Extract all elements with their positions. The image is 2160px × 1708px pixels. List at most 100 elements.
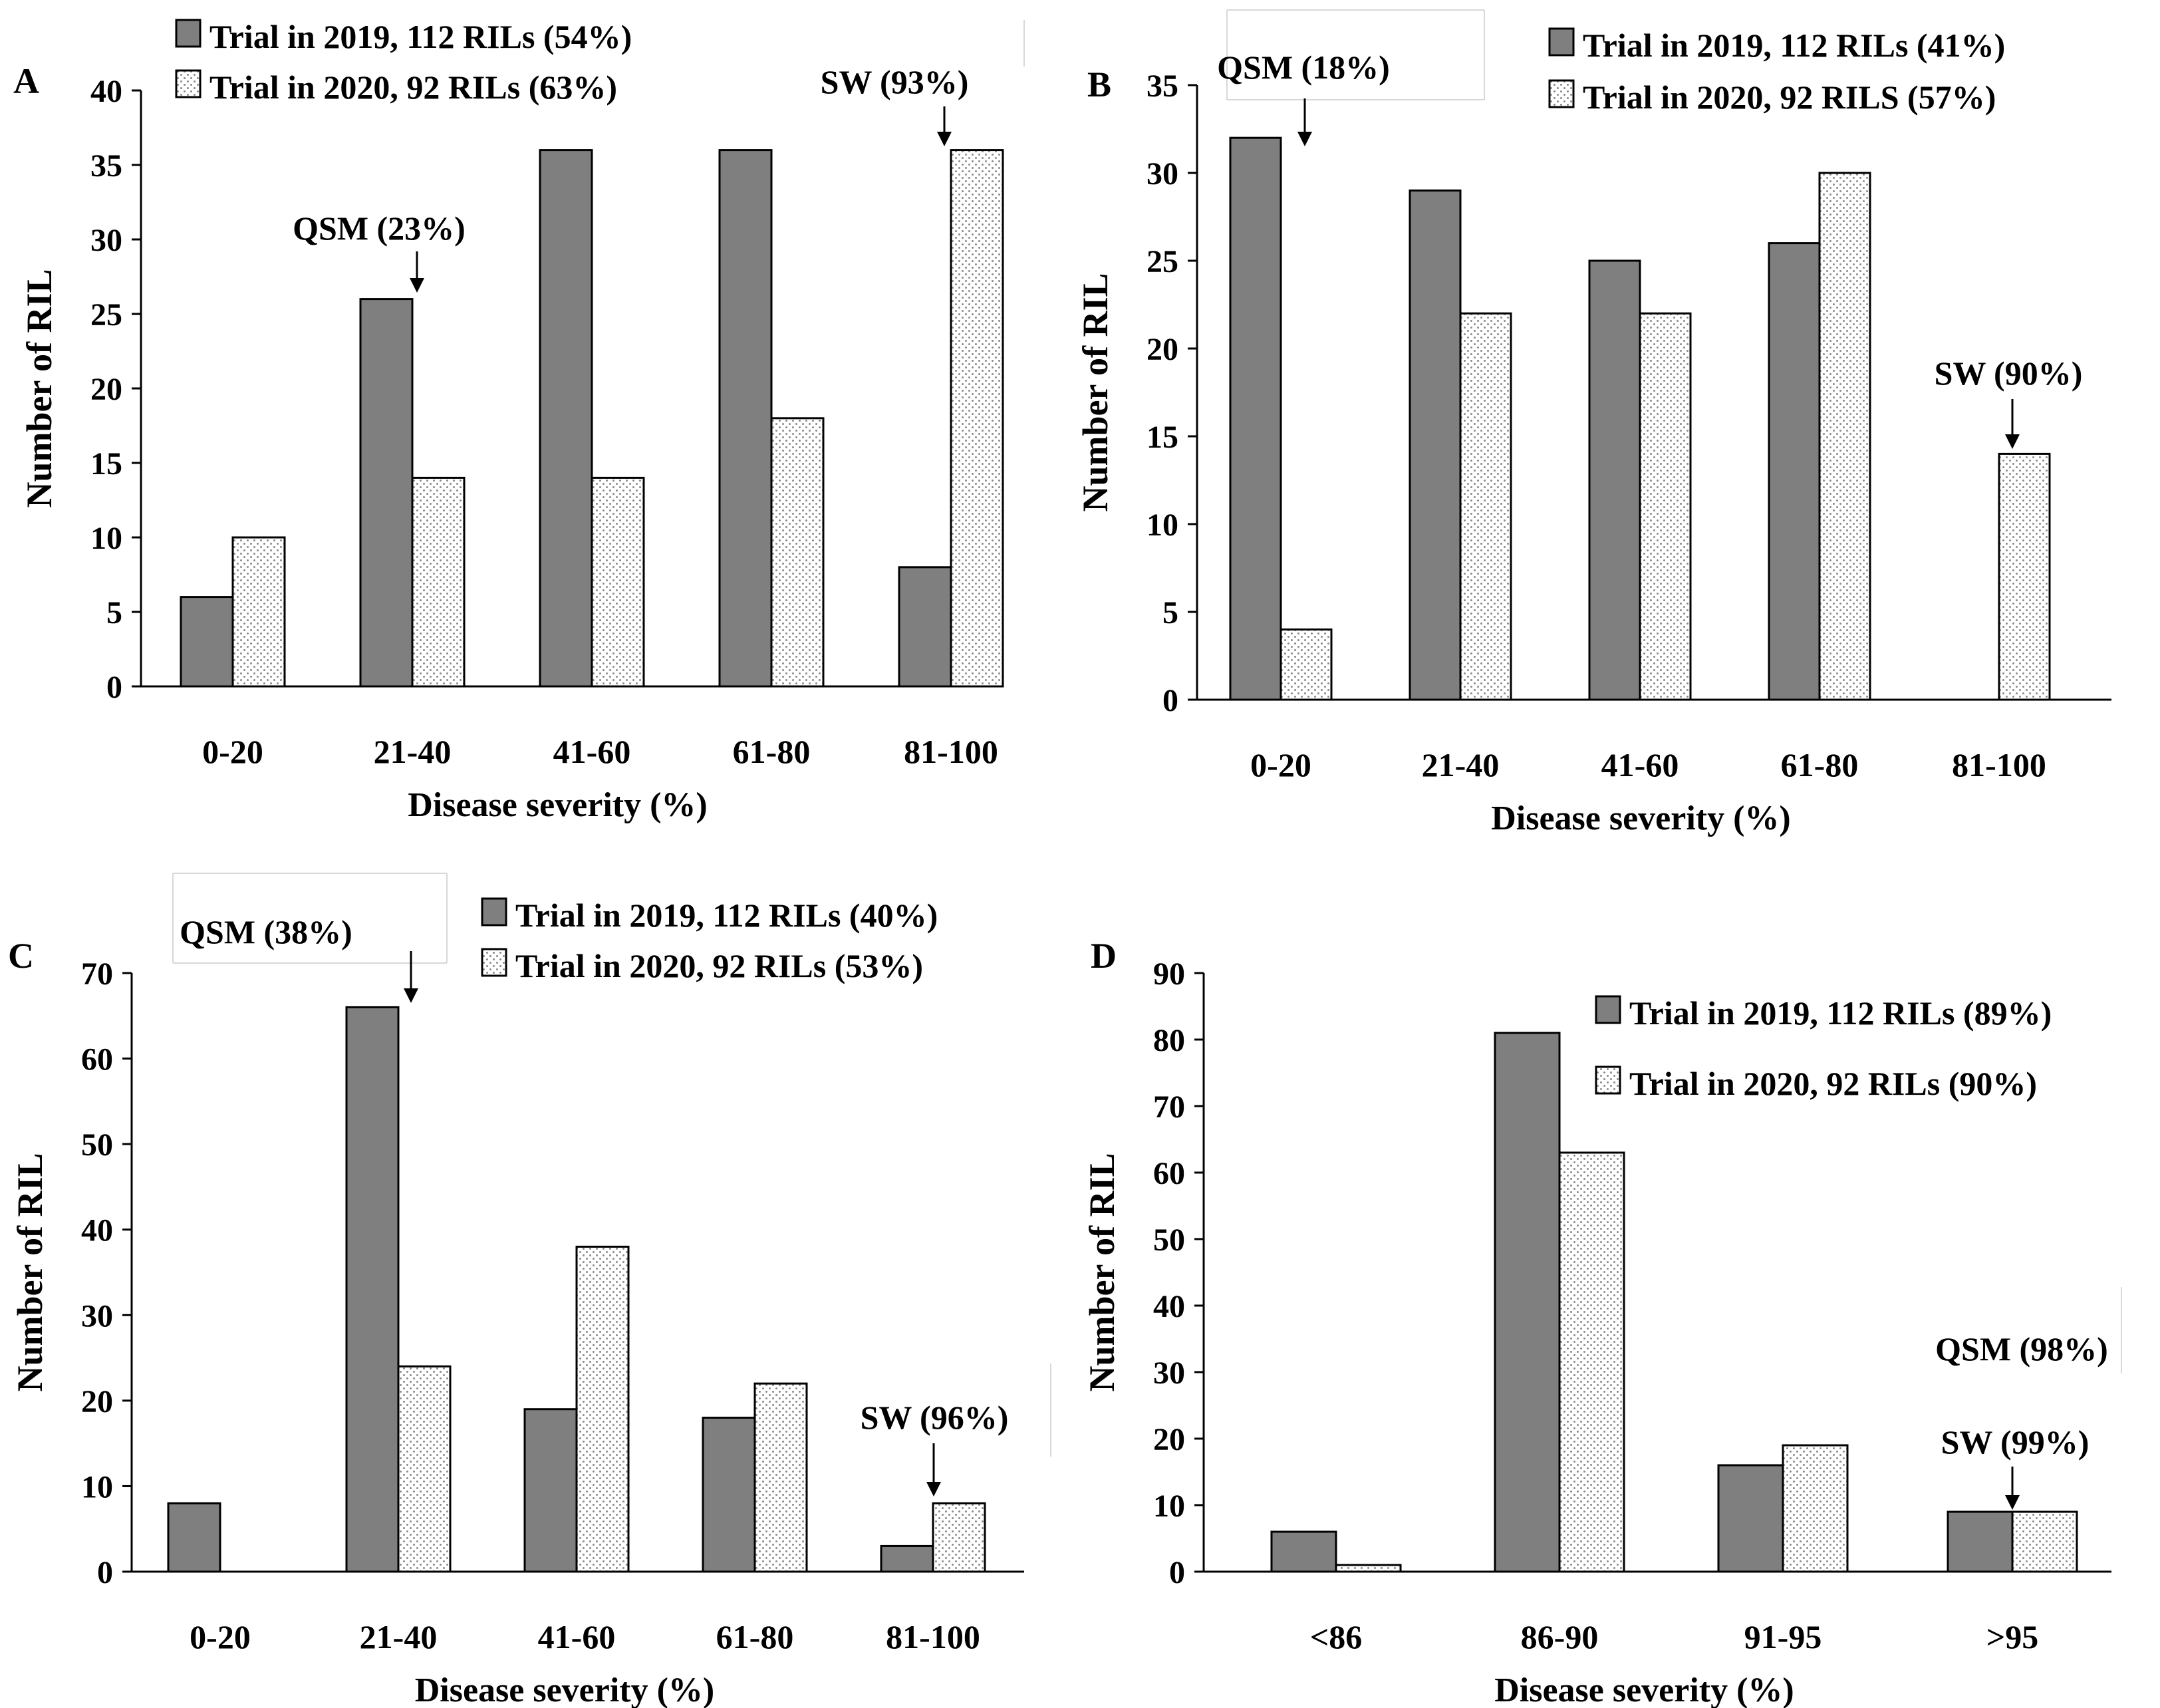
bar-2019-0-20	[1229, 136, 1282, 701]
annotation-label: QSM (38%)	[180, 913, 352, 950]
annotation-arrow-head	[926, 1482, 941, 1496]
x-tick-label: 0-20	[190, 1618, 251, 1655]
x-tick-label: 21-40	[374, 733, 452, 770]
bar-2019-41-60	[539, 149, 593, 688]
bar-2019-81-100	[898, 566, 952, 688]
bar-2020-81-100	[1998, 452, 2051, 701]
legend-label-2020: Trial in 2020, 92 RILs (90%)	[1629, 1065, 2037, 1102]
bar-2019-0-20	[180, 596, 234, 688]
annotation-arrow-head	[2005, 1495, 2020, 1510]
y-tick-label: 50	[81, 1127, 113, 1163]
legend-swatch-2020	[481, 948, 507, 977]
x-axis-label: Disease severity (%)	[1491, 799, 1791, 837]
y-tick-label: 5	[1162, 595, 1178, 631]
bar-2019-81-100	[880, 1544, 934, 1573]
y-tick-label: 10	[1153, 1489, 1185, 1524]
bar-2020-81-100	[932, 1502, 986, 1573]
x-tick-label: 81-100	[904, 733, 998, 770]
y-tick-label: 15	[90, 446, 122, 482]
y-tick-label: 60	[81, 1042, 113, 1077]
annotation-arrow-head	[404, 988, 418, 1003]
legend-label-2019: Trial in 2019, 112 RILs (41%)	[1583, 27, 2005, 64]
bar-2020-81-100	[950, 149, 1004, 688]
legend-label-2019: Trial in 2019, 112 RILs (40%)	[515, 897, 938, 934]
bar-2020-91-95	[1782, 1444, 1849, 1573]
y-tick-label: 40	[81, 1213, 113, 1248]
legend-label-2019: Trial in 2019, 112 RILs (89%)	[1629, 994, 2052, 1032]
y-tick-label: 20	[81, 1384, 113, 1419]
y-tick-label: 80	[1153, 1023, 1185, 1058]
bar-2020-61-80	[1818, 172, 1871, 701]
y-tick-label: 10	[90, 521, 122, 556]
y-axis-label: Number of RIL	[19, 269, 59, 507]
legend-swatch-2020	[1595, 1066, 1621, 1095]
legend-label-2020: Trial in 2020, 92 RILS (57%)	[1583, 78, 1996, 116]
y-tick-label: 60	[1153, 1156, 1185, 1191]
y-tick-label: 30	[1147, 156, 1178, 192]
bar-2020-41-60	[591, 476, 645, 688]
y-tick-label: 30	[1153, 1355, 1185, 1391]
y-tick-label: 70	[1153, 1089, 1185, 1125]
bar-2019-21-40	[359, 298, 414, 688]
legend-swatch-2020	[175, 69, 202, 98]
y-tick-label: 15	[1147, 420, 1178, 455]
x-axis-label: Disease severity (%)	[1494, 1671, 1794, 1708]
bar-2019-61-80	[718, 149, 773, 688]
bar-2020-21-40	[397, 1365, 452, 1573]
y-tick-label: 90	[1153, 956, 1185, 992]
panels: 0-20 21-40 41-60 61-80 81-100 0 5 10 15 20 25 30 35 4…	[8, 9, 2122, 1708]
y-axis-label: Number of RIL	[1082, 1153, 1122, 1391]
x-tick-label: 41-60	[538, 1618, 616, 1655]
y-tick-label: 20	[1147, 332, 1178, 367]
bar-2020-61-80	[753, 1382, 808, 1573]
annotation-label: QSM (98%)	[1935, 1330, 2108, 1367]
bar-2020-41-60	[1639, 312, 1692, 701]
y-tick-label: 5	[106, 595, 122, 631]
annotation-label: SW (93%)	[821, 63, 969, 100]
y-tick-label: 35	[90, 148, 122, 184]
x-tick-label: 86-90	[1521, 1618, 1599, 1655]
x-tick-label: 0-20	[202, 733, 263, 770]
annotation-arrow-head	[410, 278, 424, 293]
panel-a: 0-20 21-40 41-60 61-80 81-100 0 5 10 15 20 25 30 35 4…	[13, 18, 1025, 824]
y-tick-label: 20	[1153, 1422, 1185, 1457]
y-tick-label: 40	[1153, 1289, 1185, 1324]
bar-2019-21-40	[345, 1006, 400, 1573]
panel-letter: B	[1087, 65, 1111, 104]
annotation-arrow-head	[937, 132, 952, 146]
panel-letter: C	[8, 936, 34, 976]
bar-2019-21-40	[1409, 189, 1462, 701]
bar-2019-41-60	[523, 1408, 578, 1573]
bar-2019-0-20	[167, 1502, 221, 1573]
x-tick-label: 21-40	[360, 1618, 438, 1655]
panel-letter: D	[1091, 936, 1117, 976]
panel-c: 0-20 21-40 41-60 61-80 81-100 0 10 20 30 40 50 60 70…	[8, 873, 1051, 1708]
y-axis-label: Number of RIL	[1075, 273, 1115, 511]
y-axis-label: Number of RIL	[10, 1153, 50, 1391]
y-tick-label: 0	[1162, 683, 1178, 718]
annotation-label: QSM (23%)	[293, 210, 466, 247]
y-tick-label: 25	[1147, 244, 1178, 279]
panel-b: 0-20 21-40 41-60 61-80 81-100 0 5 10 15 20 25 30 35 D…	[1075, 9, 2111, 837]
x-axis-label: Disease severity (%)	[415, 1671, 715, 1708]
y-tick-label: 70	[81, 956, 113, 992]
bar-2020-61-80	[770, 417, 825, 688]
panel-d: <86 86-90 91-95 >95 0 10 20 30 40 50 60 70 80 90 Disea…	[1082, 936, 2122, 1708]
y-tick-label: 30	[90, 223, 122, 258]
legend-label-2020: Trial in 2020, 92 RILs (63%)	[209, 69, 617, 106]
bar-2020-21-40	[1459, 312, 1512, 701]
bar-2020-0-20	[231, 536, 286, 688]
bar-2019-91-95	[1717, 1464, 1784, 1573]
legend-swatch-2019	[1595, 995, 1621, 1024]
x-axis-label: Disease severity (%)	[408, 786, 708, 824]
y-tick-label: 0	[106, 670, 122, 705]
x-tick-label: 81-100	[1952, 746, 2046, 783]
annotation-label: SW (96%)	[861, 1399, 1009, 1436]
y-tick-label: 10	[1147, 507, 1178, 543]
bar-2020-41-60	[575, 1245, 630, 1573]
y-tick-label: 25	[90, 297, 122, 333]
bar-2019->95	[1947, 1510, 2014, 1573]
y-tick-label: 50	[1153, 1222, 1185, 1258]
legend-swatch-2019	[175, 19, 202, 48]
